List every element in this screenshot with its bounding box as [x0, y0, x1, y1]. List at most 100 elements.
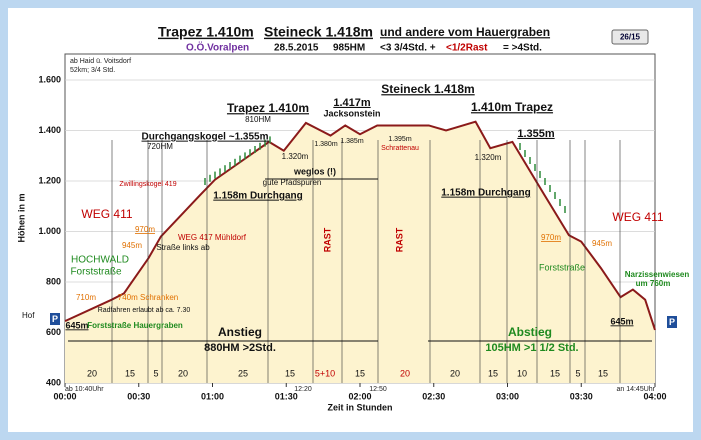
x-tick-label: 01:30: [275, 391, 298, 401]
time-note: 12:20: [294, 386, 312, 393]
annotation: Forststraße: [539, 262, 585, 272]
annotation: 740m Schranken: [118, 293, 178, 302]
start-note: ab Haid ü. Voitsdorf: [70, 58, 131, 65]
x-tick-label: 02:30: [422, 391, 445, 401]
annotation: Straße links ab: [156, 243, 210, 252]
parking-label: P: [669, 317, 675, 327]
subtitle-part: <3 3/4Std. +: [380, 43, 436, 54]
x-tick-label: 01:00: [201, 391, 224, 401]
subtitle-part: O.Ö.Voralpen: [186, 41, 249, 54]
segment-minutes: 15: [125, 368, 135, 378]
time-note: 12:50: [369, 386, 387, 393]
segment-minutes: 15: [550, 368, 560, 378]
annotation: 1.417m: [333, 97, 371, 109]
x-tick-label: 02:00: [348, 391, 371, 401]
segment-minutes: 20: [400, 368, 410, 378]
annotation: Abstieg: [508, 325, 552, 339]
annotation: Jacksonstein: [323, 108, 380, 118]
x-tick-label: 04:00: [643, 391, 666, 401]
annotation: Durchgangskogel ~1.355m: [142, 132, 269, 143]
segment-minutes: 15: [598, 368, 608, 378]
x-tick-label: 00:30: [127, 391, 150, 401]
annotation: 945m: [592, 239, 612, 248]
annotation: 645m: [65, 320, 88, 330]
start-note: 52km; 3/4 Std.: [70, 67, 115, 74]
subtitle-part: 28.5.2015: [274, 43, 319, 54]
hof-label: Hof: [22, 311, 35, 320]
x-axis-label: Zeit in Stunden: [328, 402, 393, 412]
annotation: WEG 411: [612, 210, 663, 224]
segment-minutes: 15: [355, 368, 365, 378]
annotation: 105HM >1 1/2 Std.: [485, 342, 578, 354]
title-part: Trapez 1.410m: [158, 24, 254, 40]
y-axis-label: Höhen in m: [16, 194, 26, 243]
annotation: WEG 411: [81, 207, 132, 221]
annotation: 1.320m: [282, 152, 309, 161]
time-note: ab 10:40Uhr: [65, 386, 104, 393]
annotation: 970m: [135, 225, 155, 234]
title-part: Steineck 1.418m: [264, 24, 373, 40]
annotation: 1.395m: [388, 136, 412, 143]
parking-icon: [667, 316, 677, 328]
annotation: 1.380m: [314, 141, 338, 148]
y-tick-label: 600: [46, 327, 61, 337]
x-tick-label: 03:00: [496, 391, 519, 401]
annotation: Narzissenwiesen: [625, 270, 690, 279]
title-part: und andere vom Hauergraben: [380, 25, 550, 39]
segment-minutes: 20: [87, 368, 97, 378]
badge-text: 26/15: [620, 33, 641, 42]
annotation: Forststraße: [70, 267, 122, 278]
parking-label: P: [52, 314, 58, 324]
y-tick-label: 400: [46, 377, 61, 387]
segment-minutes: 5+10: [315, 368, 335, 378]
annotation: 1.158m Durchgang: [213, 191, 302, 202]
segment-minutes: 25: [238, 368, 248, 378]
segment-minutes: 10: [517, 368, 527, 378]
time-note: an 14:45Uhr: [616, 386, 655, 393]
y-tick-label: 1.000: [38, 226, 61, 236]
subtitle-part: 985HM: [333, 43, 365, 54]
annotation: Radfahren erlaubt ab ca. 7.30: [98, 307, 191, 314]
annotation: 1.385m: [340, 138, 364, 145]
annotation: Anstieg: [218, 325, 262, 339]
profile-area: [65, 121, 655, 383]
x-tick-label: 03:30: [570, 391, 593, 401]
annotation: 1.355m: [517, 128, 555, 140]
annotation: um 760m: [636, 279, 671, 288]
segment-minutes: 15: [285, 368, 295, 378]
annotation: RAST: [322, 227, 332, 252]
annotation: Zwillingskogel 419: [119, 181, 176, 188]
segment-minutes: 15: [488, 368, 498, 378]
y-tick-label: 1.200: [38, 175, 61, 185]
annotation: 710m: [76, 293, 96, 302]
y-tick-label: 1.400: [38, 125, 61, 135]
annotation: 1.320m: [475, 153, 502, 162]
y-tick-label: 1.600: [38, 74, 61, 84]
annotation: 810HM: [245, 115, 271, 124]
annotation: gute Pfadspuren: [263, 178, 322, 187]
badge: [611, 29, 649, 45]
parking-icon: [50, 313, 60, 325]
annotation: Schrattenau: [381, 145, 419, 152]
segment-minutes: 5: [575, 368, 580, 378]
y-tick-label: 800: [46, 276, 61, 286]
annotation: HOCHWALD: [71, 255, 129, 266]
segment-minutes: 5: [153, 368, 158, 378]
annotation: 970m: [541, 233, 561, 242]
annotation: 720HM: [147, 142, 173, 151]
annotation: 1.410m Trapez: [471, 100, 553, 114]
profile-line: [64, 120, 656, 331]
subtitle-part: = >4Std.: [503, 43, 542, 54]
x-tick-label: 00:00: [53, 391, 76, 401]
segment-minutes: 20: [450, 368, 460, 378]
annotation: Steineck 1.418m: [381, 82, 474, 96]
annotation: 645m: [610, 316, 633, 326]
annotation: RAST: [394, 227, 404, 252]
annotation: Trapez 1.410m: [227, 101, 309, 115]
annotation: Forststraße Hauergraben: [87, 321, 183, 330]
annotation: 945m: [122, 241, 142, 250]
annotation: WEG 417 Mühldorf: [178, 233, 247, 242]
annotation: 880HM >2Std.: [204, 342, 276, 354]
